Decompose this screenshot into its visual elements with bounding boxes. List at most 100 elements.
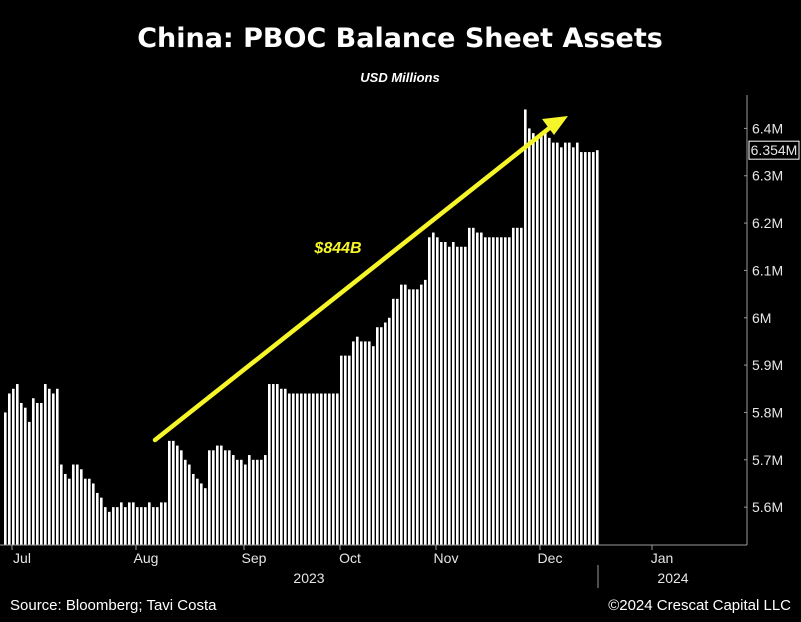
bar	[228, 450, 231, 545]
bar	[136, 507, 139, 545]
bar	[580, 152, 583, 545]
bar	[456, 246, 459, 545]
bar	[568, 142, 571, 546]
bar	[212, 450, 215, 545]
y-tick-label: 5.8M	[752, 404, 783, 420]
bar	[584, 152, 587, 545]
y-tick-label: 6.3M	[752, 168, 783, 184]
bar	[356, 336, 359, 545]
bar	[148, 502, 151, 545]
bar	[152, 507, 155, 545]
bar	[588, 152, 591, 545]
bar	[380, 327, 383, 545]
bar	[556, 142, 559, 546]
bar	[480, 232, 483, 546]
bar	[236, 459, 239, 545]
year-label: 2023	[293, 570, 324, 586]
bar	[536, 137, 539, 545]
x-tick-label: Dec	[538, 550, 563, 566]
bar	[284, 388, 287, 545]
bar	[308, 393, 311, 545]
last-value-label: 6.354M	[751, 142, 798, 158]
bar	[452, 242, 455, 545]
bar	[444, 242, 447, 545]
bar	[464, 246, 467, 545]
bar	[504, 237, 507, 546]
bar	[280, 388, 283, 545]
year-label: 2024	[657, 570, 688, 586]
y-tick-label: 5.9M	[752, 357, 783, 373]
bar	[120, 502, 123, 545]
bar	[24, 407, 27, 545]
bar	[216, 445, 219, 545]
bar	[544, 133, 547, 545]
bar	[332, 393, 335, 545]
bar	[524, 109, 527, 545]
bar	[512, 227, 515, 545]
bar	[340, 355, 343, 545]
bar	[200, 483, 203, 545]
bar	[64, 473, 67, 545]
bar	[204, 488, 207, 545]
bar	[244, 464, 247, 545]
bar	[224, 450, 227, 545]
x-tick-label: Jan	[651, 550, 674, 566]
bar	[564, 142, 567, 546]
bar	[252, 459, 255, 545]
bar	[576, 142, 579, 546]
bar	[500, 237, 503, 546]
bar	[132, 502, 135, 545]
x-tick-label: Sep	[242, 550, 267, 566]
bar	[468, 227, 471, 545]
bar	[476, 232, 479, 546]
bar	[168, 440, 171, 545]
bar	[472, 227, 475, 545]
bar	[508, 237, 511, 546]
bar	[304, 393, 307, 545]
bar	[260, 459, 263, 545]
bar	[16, 384, 19, 545]
bar	[496, 237, 499, 546]
bar	[196, 478, 199, 545]
bar	[396, 298, 399, 545]
bar	[436, 237, 439, 546]
bar	[276, 384, 279, 545]
bar	[248, 455, 251, 545]
bar	[44, 384, 47, 545]
x-tick-label: Aug	[134, 550, 159, 566]
bar	[240, 459, 243, 545]
bar	[4, 412, 7, 545]
bar	[124, 507, 127, 545]
chart-title: China: PBOC Balance Sheet Assets	[137, 23, 663, 54]
bar	[20, 402, 23, 545]
bar	[440, 242, 443, 545]
bar	[192, 473, 195, 545]
bar	[552, 142, 555, 546]
bar	[420, 284, 423, 545]
bar	[256, 459, 259, 545]
bar	[296, 393, 299, 545]
bar	[596, 150, 599, 545]
bar	[116, 507, 119, 545]
bar	[60, 464, 63, 545]
bar	[292, 393, 295, 545]
bar	[164, 502, 167, 545]
bar	[8, 393, 11, 545]
bar	[104, 507, 107, 545]
bar	[36, 402, 39, 545]
bar	[176, 445, 179, 545]
bar	[392, 298, 395, 545]
bar	[328, 393, 331, 545]
bar	[272, 384, 275, 545]
y-tick-label: 5.7M	[752, 452, 783, 468]
bar	[348, 355, 351, 545]
bar	[88, 478, 91, 545]
y-tick-label: 6.1M	[752, 262, 783, 278]
bar	[384, 322, 387, 545]
bar	[408, 289, 411, 545]
bar	[84, 478, 87, 545]
x-ticks: Jul Aug Sep Oct Nov Dec Jan 2023 2024	[11, 545, 689, 586]
chart-subtitle: USD Millions	[360, 70, 439, 85]
bar	[264, 455, 267, 545]
